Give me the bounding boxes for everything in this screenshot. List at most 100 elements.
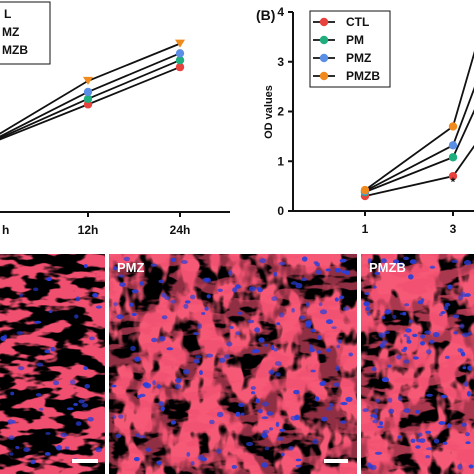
nucleus	[170, 420, 177, 425]
nucleus	[75, 296, 81, 302]
nucleus	[392, 314, 397, 319]
nucleus	[183, 303, 189, 309]
panel-b-legend: CTL PM PMZ PMZB	[309, 10, 391, 88]
nucleus	[113, 302, 118, 307]
legend-swatch-pm	[319, 35, 329, 45]
nucleus	[174, 384, 182, 390]
scale-bar	[72, 459, 98, 463]
nucleus	[457, 464, 463, 470]
nucleus	[158, 336, 166, 342]
panel-a-chart: h 12h 24h L MZ MZB	[0, 1, 230, 237]
nucleus	[444, 302, 451, 307]
nucleus	[372, 285, 377, 289]
nucleus	[130, 345, 136, 351]
nucleus	[166, 347, 174, 351]
nucleus	[194, 355, 202, 359]
nucleus	[33, 287, 39, 292]
legend-label: MZ	[2, 25, 19, 39]
legend-label: PMZ	[346, 51, 371, 65]
nucleus	[341, 270, 348, 274]
nucleus	[78, 399, 85, 404]
nucleus	[248, 286, 256, 292]
nucleus	[295, 282, 303, 289]
nucleus	[73, 403, 78, 406]
nucleus	[467, 365, 472, 371]
nucleus	[206, 294, 211, 299]
nucleus	[381, 315, 386, 320]
nucleus	[259, 258, 267, 264]
nucleus	[460, 351, 466, 357]
nucleus	[95, 305, 103, 309]
nucleus	[38, 407, 44, 411]
nucleus	[312, 438, 319, 445]
nucleus	[384, 309, 391, 315]
nucleus	[235, 284, 241, 289]
nucleus	[16, 331, 24, 335]
nucleus	[83, 264, 88, 268]
nucleus	[462, 332, 470, 338]
nucleus	[88, 336, 95, 341]
nucleus	[403, 408, 411, 414]
nucleus	[261, 432, 268, 439]
nucleus	[161, 315, 168, 320]
nucleus	[144, 383, 152, 389]
nucleus	[170, 257, 176, 262]
nucleus	[370, 414, 376, 418]
nucleus	[129, 302, 134, 307]
nucleus	[46, 277, 52, 282]
nucleus	[206, 353, 214, 358]
nucleus	[301, 256, 308, 262]
nucleus	[274, 361, 282, 366]
nucleus	[48, 310, 53, 313]
panel-b-axes	[288, 11, 474, 216]
nucleus	[334, 268, 342, 273]
x-tick-label: 12h	[78, 223, 99, 237]
nucleus	[326, 348, 331, 353]
nucleus	[275, 372, 281, 377]
data-point-pmzb	[448, 122, 458, 131]
nucleus	[190, 294, 196, 300]
nucleus	[403, 334, 408, 338]
nucleus	[264, 446, 270, 451]
nucleus	[374, 271, 381, 275]
nucleus	[23, 447, 30, 453]
nucleus	[276, 436, 284, 441]
nucleus	[246, 441, 254, 447]
nucleus	[9, 452, 14, 456]
nucleus	[15, 446, 20, 449]
nucleus	[224, 354, 231, 359]
nucleus	[273, 348, 278, 352]
nucleus	[339, 258, 347, 263]
panel-b-significance-mark: *	[451, 175, 456, 189]
panel-b-points	[360, 122, 458, 201]
nucleus	[216, 448, 222, 454]
nucleus	[75, 421, 82, 426]
nucleus	[184, 300, 191, 304]
y-tick-label: 2	[277, 105, 284, 119]
nucleus	[408, 274, 414, 280]
nucleus	[7, 419, 14, 425]
nucleus	[261, 462, 269, 468]
y-tick-label: 0	[277, 204, 284, 218]
micrograph-3: PMZB	[361, 254, 474, 474]
micrograph-2: PMZ	[109, 254, 357, 474]
nucleus	[362, 408, 369, 413]
nucleus	[261, 416, 269, 420]
nucleus	[433, 438, 440, 444]
nucleus	[250, 386, 256, 390]
nucleus	[447, 284, 453, 290]
nucleus	[271, 296, 278, 302]
nucleus	[335, 365, 340, 372]
nucleus	[44, 452, 51, 456]
nucleus	[468, 464, 474, 469]
nucleus	[319, 309, 328, 315]
nucleus	[53, 380, 60, 386]
nucleus	[457, 348, 462, 353]
nucleus	[84, 384, 90, 389]
data-point-pm	[83, 94, 93, 104]
micrograph-strip: PMZ PMZB	[0, 254, 474, 474]
nucleus	[429, 265, 436, 269]
nucleus	[45, 432, 51, 435]
nucleus	[164, 296, 170, 300]
